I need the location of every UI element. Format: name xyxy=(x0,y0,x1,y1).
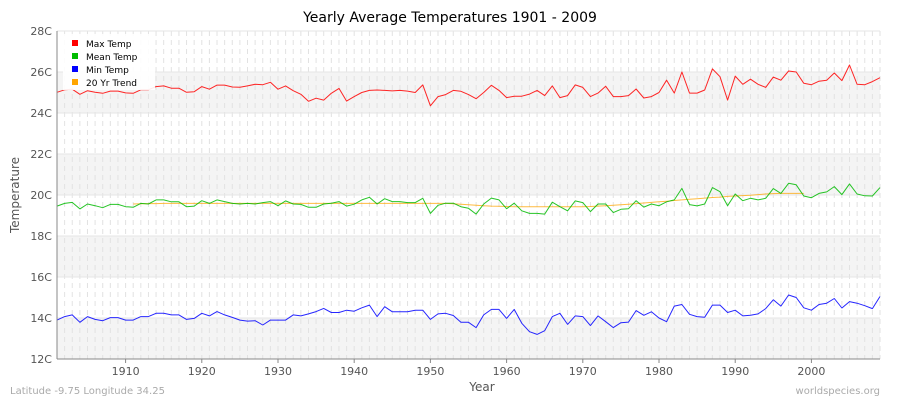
series-line-min-temp xyxy=(56,294,881,335)
series-lines xyxy=(56,64,881,335)
series-line-mean-temp xyxy=(56,182,881,215)
x-tick-label: 2000 xyxy=(797,365,825,378)
x-tick-label: 1990 xyxy=(721,365,749,378)
y-tick-label: 18C xyxy=(30,230,52,243)
legend-swatch xyxy=(72,79,78,85)
x-tick-label: 1980 xyxy=(645,365,673,378)
x-tick-label: 1960 xyxy=(493,365,521,378)
x-axis-label: Year xyxy=(468,380,494,394)
y-tick-label: 16C xyxy=(30,271,52,284)
legend-swatch xyxy=(72,53,78,59)
y-tick-label: 20C xyxy=(30,189,52,202)
legend-label: Min Temp xyxy=(86,66,129,76)
y-axis-label: Temperature xyxy=(8,157,22,234)
series-line-max-temp xyxy=(56,64,881,107)
chart-title: Yearly Average Temperatures 1901 - 2009 xyxy=(302,10,597,26)
horizontal-gridlines xyxy=(57,30,880,360)
source-caption: worldspecies.org xyxy=(796,386,880,397)
legend-label: 20 Yr Trend xyxy=(86,79,137,89)
y-tick-label: 28C xyxy=(30,25,52,38)
y-tick-label: 22C xyxy=(30,148,52,161)
legend: Max Temp Mean Temp Min Temp 20 Yr Trend xyxy=(63,34,155,90)
x-tick-label: 1910 xyxy=(112,365,140,378)
legend-swatch xyxy=(72,66,78,72)
legend-label: Max Temp xyxy=(86,40,132,50)
x-tick-label: 1950 xyxy=(416,365,444,378)
x-tick-label: 1920 xyxy=(188,365,216,378)
x-tick-label: 1930 xyxy=(264,365,292,378)
y-tick-label: 14C xyxy=(30,312,52,325)
legend-label: Mean Temp xyxy=(86,53,138,63)
x-tick-label: 1940 xyxy=(340,365,368,378)
axes: 12C 14C 16C 18C 20C 22C 24C 26C 28C 1910 1920 1930 1… xyxy=(30,25,880,378)
x-tick-label: 1970 xyxy=(569,365,597,378)
legend-background xyxy=(63,34,155,90)
y-tick-label: 12C xyxy=(30,353,52,366)
legend-swatch xyxy=(72,40,78,46)
y-tick-label: 24C xyxy=(30,107,52,120)
location-caption: Latitude -9.75 Longitude 34.25 xyxy=(10,386,165,397)
y-tick-label: 26C xyxy=(30,66,52,79)
